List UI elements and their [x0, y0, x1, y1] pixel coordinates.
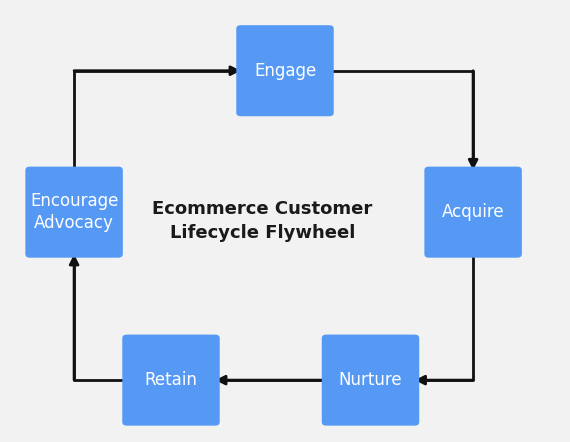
- FancyBboxPatch shape: [424, 167, 522, 258]
- Text: Acquire: Acquire: [442, 203, 504, 221]
- Text: Ecommerce Customer
Lifecycle Flywheel: Ecommerce Customer Lifecycle Flywheel: [152, 199, 372, 243]
- Text: Nurture: Nurture: [339, 371, 402, 389]
- FancyBboxPatch shape: [122, 335, 219, 426]
- Text: Retain: Retain: [145, 371, 197, 389]
- FancyBboxPatch shape: [321, 335, 420, 426]
- FancyBboxPatch shape: [236, 25, 333, 116]
- Text: Encourage
Advocacy: Encourage Advocacy: [30, 192, 119, 232]
- FancyBboxPatch shape: [26, 167, 123, 258]
- Text: Engage: Engage: [254, 62, 316, 80]
